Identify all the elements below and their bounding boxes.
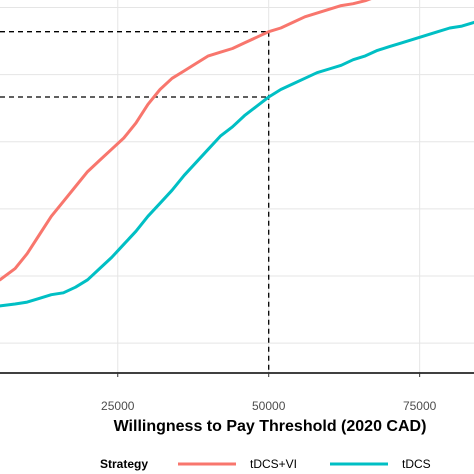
legend-label-tdcs: tDCS	[402, 457, 431, 471]
x-tick-label: 25000	[101, 399, 135, 413]
x-tick-label: 75000	[403, 399, 437, 413]
legend-label-tdcs-vi: tDCS+VI	[250, 457, 297, 471]
reference-lines	[0, 31, 270, 373]
series-line-tdcs-vi	[0, 0, 372, 282]
x-axis-ticks: 25000 50000 75000	[101, 373, 437, 413]
x-tick-label: 50000	[252, 399, 286, 413]
legend-title: Strategy	[100, 457, 148, 471]
x-axis-title: Willingness to Pay Threshold (2020 CAD)	[114, 418, 427, 435]
series-layer	[0, 0, 474, 308]
legend: Strategy tDCS+VI tDCS	[100, 457, 431, 471]
grid-layer	[0, 0, 474, 373]
series-line-tdcs	[0, 20, 474, 308]
